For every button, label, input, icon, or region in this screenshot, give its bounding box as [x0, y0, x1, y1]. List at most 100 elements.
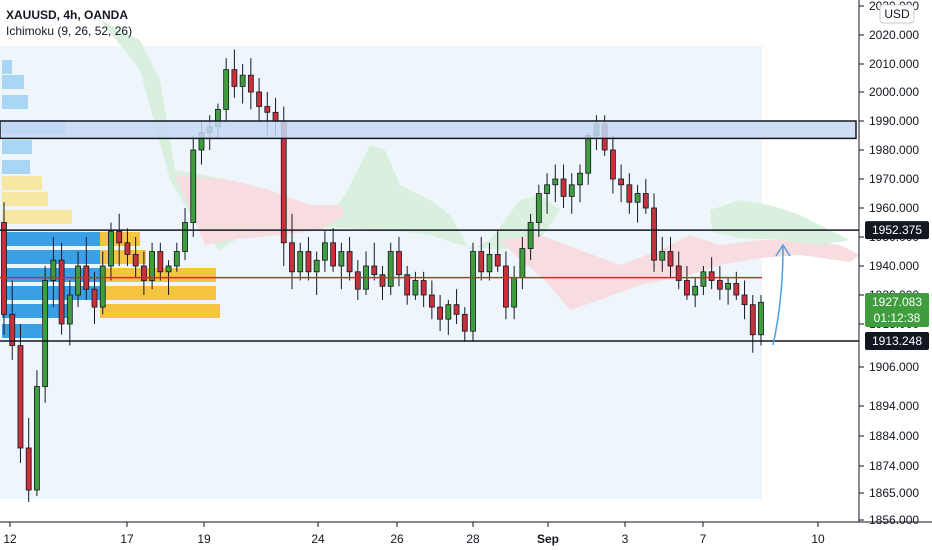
candle-body [585, 135, 592, 174]
volume-bar [2, 286, 110, 300]
candle-body [568, 184, 575, 197]
candle-body [280, 120, 287, 244]
volume-bar [2, 250, 108, 264]
candle-body [9, 313, 16, 346]
volume-bar-yellow [100, 250, 146, 264]
candle-body [330, 242, 337, 267]
candle-body [264, 106, 271, 113]
candle-body [108, 230, 114, 267]
candle-body [157, 251, 164, 273]
candle-body [338, 251, 345, 267]
candle-body [511, 277, 518, 308]
price-tick-label: 1884.000 [869, 429, 919, 443]
candle-body [247, 74, 254, 93]
candle-body [346, 251, 353, 273]
candle-body [173, 251, 180, 267]
candle-body [428, 294, 435, 308]
candle-body [34, 386, 40, 491]
levels [0, 120, 859, 342]
candle-body [626, 184, 633, 203]
price-tag [865, 293, 929, 312]
candle-body [618, 178, 625, 186]
candle-body [412, 280, 419, 296]
price-tag [865, 308, 929, 327]
candle-body [99, 265, 106, 308]
resistance-zone[interactable] [0, 120, 857, 140]
candle-body [609, 149, 616, 180]
price-tag [865, 332, 929, 351]
candle-body [223, 69, 230, 110]
candle-body [749, 304, 756, 336]
volume-bar [2, 304, 70, 318]
candle-body [239, 74, 246, 87]
volume-bar [2, 60, 12, 74]
cloud-green-2 [710, 200, 850, 245]
price-tick-label: 1894.000 [869, 399, 919, 413]
price-tick-label: 1990.000 [869, 114, 919, 128]
candle-body [437, 306, 443, 320]
time-tick-label: 28 [466, 532, 480, 546]
price-tag [865, 221, 929, 240]
time-tick-label: 26 [390, 532, 404, 546]
candle-body [149, 251, 156, 281]
candle-body [190, 149, 197, 223]
candle-body [25, 447, 32, 491]
volume-bar [2, 140, 32, 154]
candle-body [503, 265, 509, 308]
candle-body [684, 280, 690, 296]
candle-body [140, 265, 147, 281]
price-tick-label: 1874.000 [869, 459, 919, 473]
candle-body [725, 282, 731, 290]
price-tick-label: 1906.000 [869, 360, 919, 374]
price-tag-label: 1952.375 [872, 223, 922, 237]
candle-body [544, 184, 550, 194]
price-scale[interactable] [859, 0, 932, 522]
symbol-title[interactable]: XAUUSD, 4h, OANDA [6, 8, 128, 22]
candle-body [272, 111, 279, 122]
candle-body [1, 222, 7, 315]
candle-body [486, 253, 493, 273]
candle-body [494, 253, 501, 267]
candle-body [404, 274, 411, 296]
projection-arrow-head [775, 243, 791, 257]
volume-bar-yellow [100, 304, 220, 318]
indicator-label[interactable]: Ichimoku (9, 26, 52, 26) [6, 24, 132, 38]
candle-body [231, 69, 238, 87]
candle-body [91, 288, 98, 308]
price-tick-label: 2000.000 [869, 85, 919, 99]
price-tick-label: 2020.000 [869, 28, 919, 42]
volume-bar-yellow [100, 268, 216, 282]
candle-body [733, 282, 740, 296]
cloud-red-1 [175, 175, 345, 245]
candle-body [165, 265, 172, 273]
time-tick-label: 10 [811, 532, 825, 546]
candle-body [651, 207, 657, 261]
candle-body [527, 222, 534, 250]
candle-body [560, 178, 567, 197]
volume-bar [2, 268, 112, 282]
time-tick-label: 19 [197, 532, 211, 546]
time-scale-ticks: 12 17 19 24 26 28 Sep 3 7 10 [3, 522, 825, 546]
candle-body [470, 251, 476, 332]
candles [1, 49, 764, 502]
candle-body [758, 301, 764, 336]
price-tick-label: 1970.000 [869, 172, 919, 186]
candle-body [445, 304, 452, 320]
candle-body [66, 294, 73, 325]
candle-body [741, 294, 748, 306]
candle-body [58, 259, 65, 325]
price-tags: 1952.375 1927.083 01:12:38 1913.248 [865, 221, 929, 351]
price-tag-label: 1913.248 [872, 334, 922, 348]
candle-body [297, 251, 304, 273]
projection-arrow [772, 246, 784, 346]
candle-body [396, 251, 402, 276]
currency-button[interactable] [879, 4, 915, 24]
candle-body [577, 172, 583, 186]
price-tag-label: 1927.083 [872, 295, 922, 309]
time-tick-label: 3 [622, 532, 629, 546]
candle-body [387, 251, 394, 287]
candle-body [642, 193, 649, 209]
volume-bar [2, 95, 28, 109]
candle-body [667, 251, 674, 267]
